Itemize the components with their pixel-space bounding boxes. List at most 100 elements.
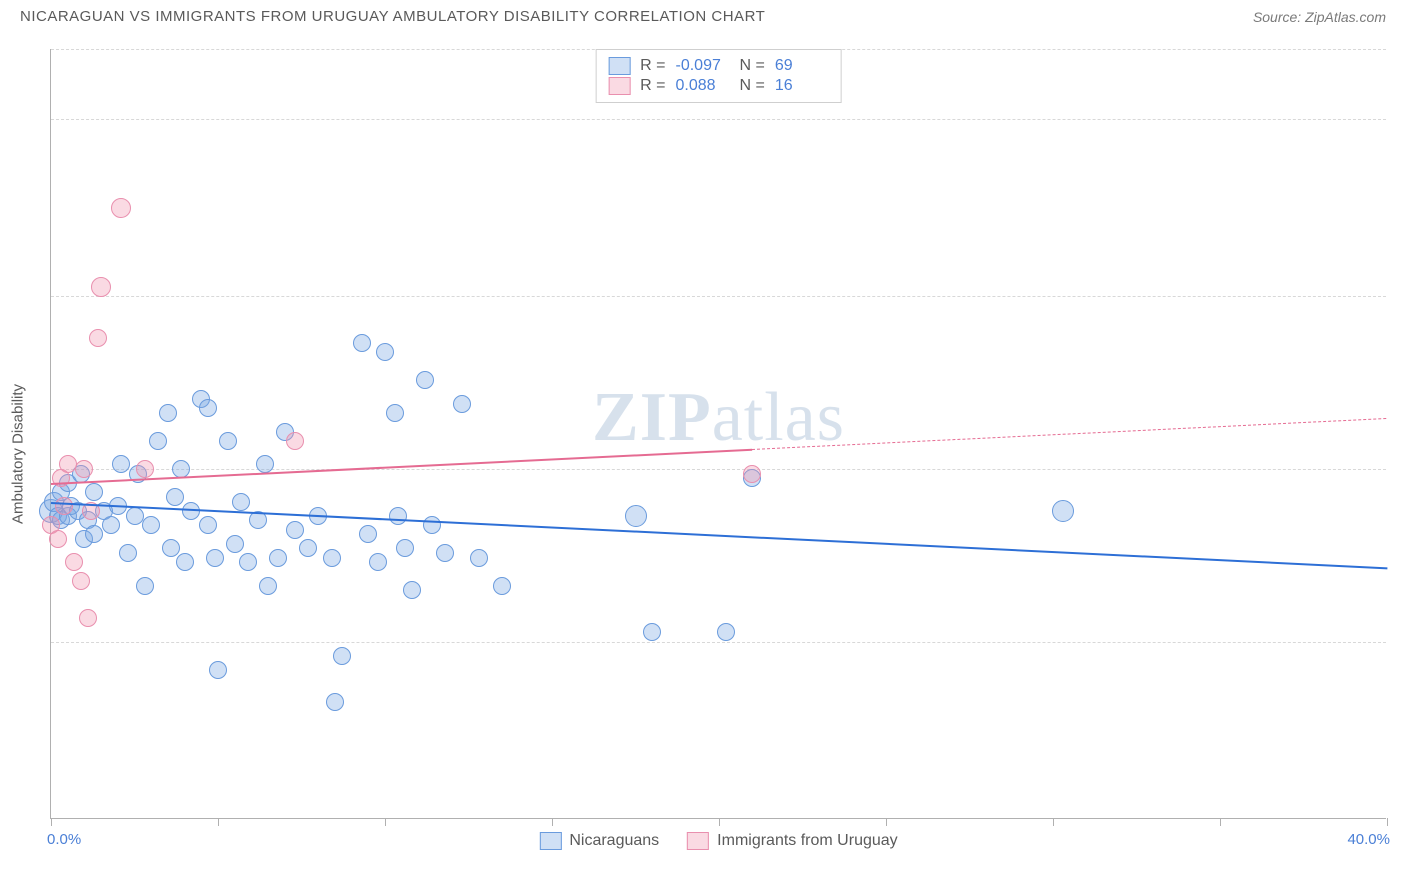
legend-swatch xyxy=(687,832,709,850)
data-point xyxy=(75,460,93,478)
data-point xyxy=(256,455,274,473)
stat-r-value: -0.097 xyxy=(676,57,730,75)
stat-n-label: N = xyxy=(740,57,765,75)
data-point xyxy=(286,521,304,539)
data-point xyxy=(159,404,177,422)
data-point xyxy=(453,395,471,413)
x-tick xyxy=(719,818,720,826)
legend-label: Nicaraguans xyxy=(569,832,659,850)
data-point xyxy=(199,399,217,417)
x-tick xyxy=(552,818,553,826)
data-point xyxy=(162,539,180,557)
data-point xyxy=(423,516,441,534)
data-point xyxy=(625,505,647,527)
data-point xyxy=(79,609,97,627)
legend-item: Nicaraguans xyxy=(539,832,659,850)
data-point xyxy=(643,623,661,641)
gridline xyxy=(51,119,1386,120)
data-point xyxy=(111,198,131,218)
stat-n-label: N = xyxy=(740,77,765,95)
data-point xyxy=(470,549,488,567)
x-min-label: 0.0% xyxy=(47,831,81,848)
gridline xyxy=(51,296,1386,297)
data-point xyxy=(166,488,184,506)
y-tick-label: 15.0% xyxy=(1388,111,1406,128)
stats-row: R = 0.088 N = 16 xyxy=(608,76,829,96)
legend-swatch xyxy=(608,57,630,75)
data-point xyxy=(136,577,154,595)
y-tick-label: 3.8% xyxy=(1388,633,1406,650)
data-point xyxy=(269,549,287,567)
data-point xyxy=(416,371,434,389)
data-point xyxy=(743,465,761,483)
data-point xyxy=(333,647,351,665)
data-point xyxy=(199,516,217,534)
data-point xyxy=(219,432,237,450)
data-point xyxy=(717,623,735,641)
data-point xyxy=(326,693,344,711)
data-point xyxy=(126,507,144,525)
data-point xyxy=(209,661,227,679)
y-axis-label: Ambulatory Disability xyxy=(10,384,27,524)
data-point xyxy=(396,539,414,557)
gridline xyxy=(51,469,1386,470)
stats-row: R =-0.097N =69 xyxy=(608,56,829,76)
legend-swatch xyxy=(539,832,561,850)
data-point xyxy=(239,553,257,571)
data-point xyxy=(206,549,224,567)
legend-swatch xyxy=(608,77,630,95)
stat-r-label: R = xyxy=(640,77,665,95)
x-tick xyxy=(218,818,219,826)
data-point xyxy=(299,539,317,557)
stat-n-value: 69 xyxy=(775,57,829,75)
y-tick-label: 7.5% xyxy=(1388,461,1406,478)
data-point xyxy=(49,530,67,548)
x-tick xyxy=(1220,818,1221,826)
data-point xyxy=(493,577,511,595)
stats-legend: R = -0.097 N = 69R = 0.088 N = 16 xyxy=(595,49,842,103)
data-point xyxy=(226,535,244,553)
data-point xyxy=(112,455,130,473)
data-point xyxy=(55,497,73,515)
plot-area: ZIPatlas 3.8%7.5%11.2%15.0%0.0%40.0%R =-… xyxy=(50,49,1386,819)
series-legend: Nicaraguans Immigrants from Uruguay xyxy=(539,832,897,850)
legend-label: Immigrants from Uruguay xyxy=(717,832,898,850)
data-point xyxy=(89,329,107,347)
data-point xyxy=(85,525,103,543)
chart-header: NICARAGUAN VS IMMIGRANTS FROM URUGUAY AM… xyxy=(0,0,1406,29)
trend-line xyxy=(752,418,1387,450)
data-point xyxy=(436,544,454,562)
data-point xyxy=(376,343,394,361)
y-tick-label: 11.2% xyxy=(1388,288,1406,305)
x-max-label: 40.0% xyxy=(1347,831,1390,848)
data-point xyxy=(85,483,103,501)
data-point xyxy=(59,455,77,473)
x-tick xyxy=(385,818,386,826)
data-point xyxy=(386,404,404,422)
data-point xyxy=(1052,500,1074,522)
legend-item: Immigrants from Uruguay xyxy=(687,832,898,850)
data-point xyxy=(142,516,160,534)
x-tick xyxy=(1387,818,1388,826)
chart-title: NICARAGUAN VS IMMIGRANTS FROM URUGUAY AM… xyxy=(20,8,765,25)
data-point xyxy=(259,577,277,595)
data-point xyxy=(323,549,341,567)
data-point xyxy=(65,553,83,571)
data-point xyxy=(403,581,421,599)
data-point xyxy=(286,432,304,450)
data-point xyxy=(359,525,377,543)
chart-source: Source: ZipAtlas.com xyxy=(1253,9,1386,25)
data-point xyxy=(91,277,111,297)
data-point xyxy=(149,432,167,450)
chart-container: Ambulatory Disability ZIPatlas 3.8%7.5%1… xyxy=(0,29,1406,879)
stat-n-value: 16 xyxy=(775,77,829,95)
gridline xyxy=(51,642,1386,643)
data-point xyxy=(389,507,407,525)
data-point xyxy=(176,553,194,571)
data-point xyxy=(72,572,90,590)
data-point xyxy=(119,544,137,562)
stat-r-value: 0.088 xyxy=(676,77,730,95)
data-point xyxy=(102,516,120,534)
x-tick xyxy=(51,818,52,826)
data-point xyxy=(353,334,371,352)
